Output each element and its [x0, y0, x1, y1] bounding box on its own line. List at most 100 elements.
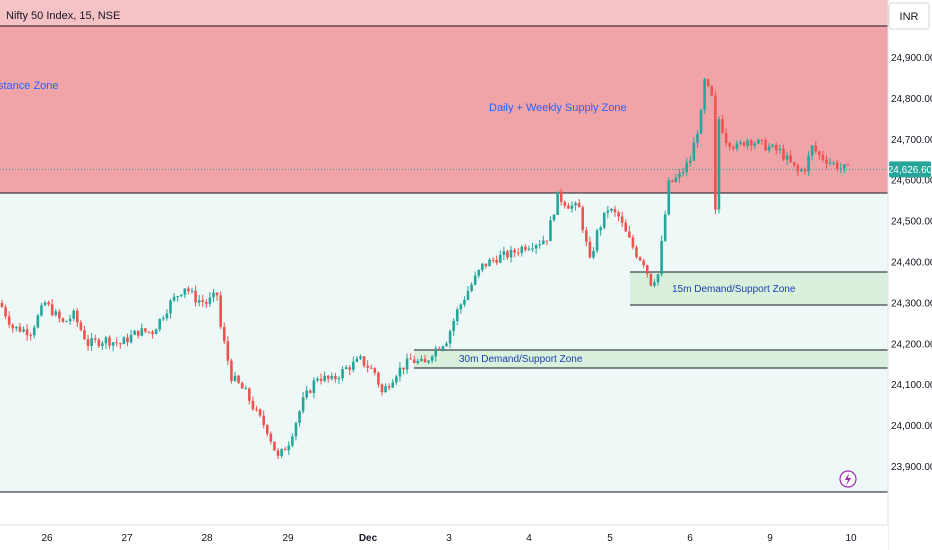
x-tick-label: 28 — [201, 533, 213, 544]
candle-body — [653, 282, 656, 286]
candle-body — [538, 244, 542, 246]
candle-body — [201, 300, 205, 302]
candle-body — [50, 304, 54, 316]
candle-body — [341, 369, 344, 379]
candle-body — [498, 254, 502, 263]
candle-body — [767, 146, 771, 151]
currency-button[interactable] — [888, 2, 930, 30]
candle-body — [807, 155, 810, 172]
candle-body — [541, 240, 545, 245]
y-tick-label: 24,600.00 — [891, 176, 932, 187]
candle-body — [104, 337, 108, 344]
candle-body — [556, 191, 559, 215]
candle-body — [814, 145, 818, 152]
candle-body — [430, 356, 434, 361]
candle-body — [484, 263, 488, 267]
candle-body — [785, 155, 789, 160]
candle-body — [559, 191, 563, 202]
candle-body — [445, 343, 448, 347]
candle-body — [825, 159, 828, 164]
candle-body — [671, 180, 674, 182]
candle-body — [792, 162, 796, 166]
candle-body — [334, 376, 337, 380]
candle-body — [326, 375, 330, 379]
candle-body — [434, 348, 438, 357]
candle-body — [58, 311, 61, 319]
candle-body — [588, 241, 592, 258]
candle-body — [219, 295, 222, 327]
candle-body — [843, 164, 846, 169]
price-axis-panel[interactable] — [888, 0, 932, 550]
candle-body — [140, 328, 144, 336]
candle-body — [190, 290, 194, 292]
candle-body — [122, 337, 126, 345]
candle-body — [348, 367, 352, 370]
candle-body — [581, 207, 585, 231]
candle-body — [330, 376, 334, 379]
candle-body — [83, 329, 86, 340]
candle-body — [746, 140, 749, 146]
candle-body — [176, 296, 179, 298]
x-tick-label: 4 — [526, 533, 532, 544]
candle-body — [803, 169, 807, 172]
last-price-value: 24,626.60 — [888, 165, 932, 176]
candle-body — [455, 309, 459, 322]
candle-body — [667, 180, 671, 215]
candle-body — [129, 334, 133, 343]
candle-body — [316, 378, 319, 381]
candle-body — [366, 365, 369, 368]
candle-body — [384, 386, 387, 393]
time-axis-panel[interactable] — [0, 525, 888, 550]
candle-body — [25, 329, 29, 336]
candle-body — [473, 275, 477, 285]
candle-body — [294, 423, 298, 437]
candle-body — [319, 378, 323, 381]
candle-body — [287, 445, 291, 451]
candle-body — [15, 326, 18, 329]
candle-body — [570, 205, 574, 209]
candle-body — [162, 318, 165, 320]
candle-body — [692, 142, 696, 161]
candle-body — [706, 79, 710, 87]
candle-body — [291, 436, 294, 446]
candle-body — [420, 358, 423, 361]
candle-body — [534, 245, 538, 249]
candle-body — [714, 95, 717, 210]
candle-body — [574, 203, 577, 206]
candle-body — [563, 201, 567, 206]
candle-body — [416, 360, 420, 364]
candle-body — [97, 339, 101, 347]
symbol-title: Nifty 50 Index, 15, NSE — [6, 10, 120, 22]
candle-body — [760, 139, 764, 141]
candle-body — [312, 380, 316, 393]
candle-body — [717, 119, 721, 210]
candle-body — [821, 155, 825, 160]
candle-body — [513, 249, 516, 253]
currency-label: INR — [900, 11, 919, 23]
candle-body — [628, 231, 631, 238]
candle-body — [395, 376, 398, 383]
candle-body — [624, 222, 628, 232]
y-tick-label: 24,100.00 — [891, 380, 932, 391]
candle-body — [65, 321, 68, 323]
candle-body — [606, 210, 610, 213]
candle-body — [111, 342, 115, 346]
candle-body — [466, 291, 470, 300]
candle-body — [846, 164, 850, 166]
candle-body — [248, 388, 251, 401]
candle-body — [685, 162, 688, 173]
x-tick-label: Dec — [359, 533, 378, 544]
candle-body — [835, 162, 839, 170]
candle-body — [585, 230, 588, 242]
candle-body — [402, 367, 405, 370]
candle-body — [409, 358, 412, 360]
candle-body — [703, 79, 706, 111]
candle-body — [688, 160, 692, 163]
candle-body — [158, 318, 162, 330]
candle-body — [301, 397, 305, 412]
candle-body — [412, 359, 416, 364]
candle-body — [144, 328, 147, 332]
candle-body — [764, 140, 767, 151]
candle-body — [448, 331, 452, 344]
